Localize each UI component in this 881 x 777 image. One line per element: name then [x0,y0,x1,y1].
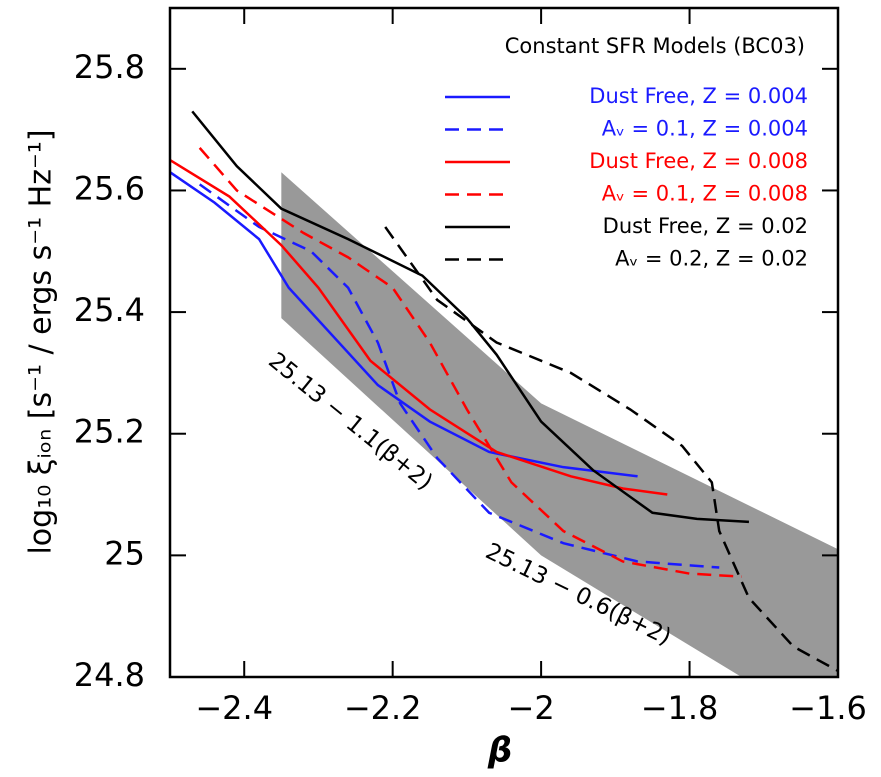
y-axis-label: log₁₀ ξᵢₒₙ [s⁻¹ / ergs s⁻¹ Hz⁻¹] [24,129,59,554]
series-line [191,110,750,524]
y-tick-label: 25.2 [74,413,145,451]
x-axis-label: β [487,731,512,771]
x-tick-label: −2 [508,689,555,727]
legend-label: Aᵥ = 0.1, Z = 0.008 [602,182,808,206]
x-tick-label: −1.8 [641,689,719,727]
legend-label: Dust Free, Z = 0.008 [589,149,808,173]
y-tick-label: 24.8 [74,656,145,694]
x-tick-label: −1.6 [789,689,867,727]
x-tick-label: −2.4 [195,689,273,727]
legend-label: Aᵥ = 0.1, Z = 0.004 [602,117,808,141]
legend-label: Aᵥ = 0.2, Z = 0.02 [615,247,808,271]
series-line [198,147,742,578]
legend-label: Dust Free, Z = 0.02 [603,214,808,238]
legend-title: Constant SFR Models (BC03) [505,34,805,58]
y-tick-label: 25.8 [74,48,145,86]
y-tick-label: 25 [104,534,145,572]
plot-area [170,110,838,677]
shaded-region [281,172,838,677]
y-tick-label: 25.6 [74,169,145,207]
series-line [170,171,638,478]
series-line [198,183,720,569]
x-tick-label: −2.2 [344,689,422,727]
axes-frame [168,6,840,679]
y-tick-label: 25.4 [74,291,145,329]
legend-label: Dust Free, Z = 0.004 [589,84,808,108]
series-line [170,158,668,496]
series-line [384,226,838,673]
